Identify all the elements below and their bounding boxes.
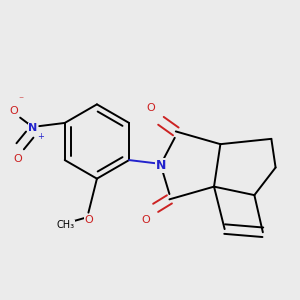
Text: O: O xyxy=(84,215,93,225)
Text: O: O xyxy=(9,106,18,116)
Text: ⁻: ⁻ xyxy=(19,96,24,106)
Text: O: O xyxy=(146,103,155,113)
Text: N: N xyxy=(156,159,166,172)
Text: O: O xyxy=(14,154,22,164)
Text: +: + xyxy=(37,132,44,141)
Text: CH₃: CH₃ xyxy=(56,220,74,230)
Text: N: N xyxy=(28,123,38,133)
Text: O: O xyxy=(142,214,151,224)
